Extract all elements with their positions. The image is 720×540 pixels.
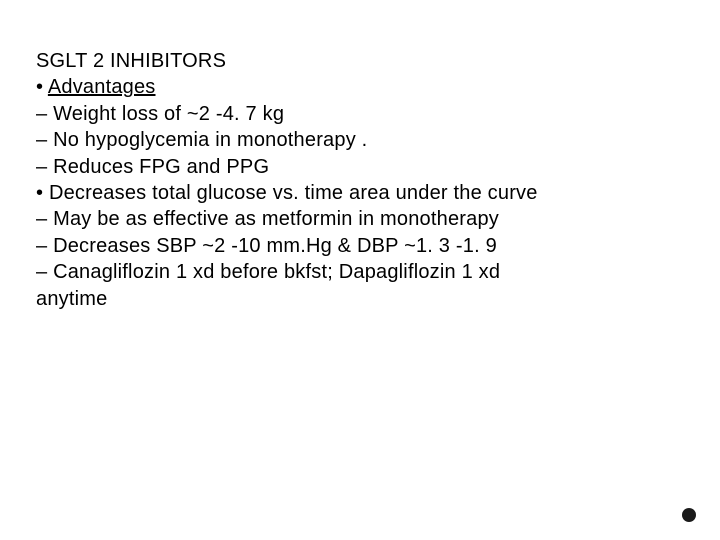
text-line: – Weight loss of ~2 -4. 7 kg [36,101,684,127]
text-line: • Decreases total glucose vs. time area … [36,180,684,206]
text-line-title: SGLT 2 INHIBITORS [36,48,684,74]
text-advantages-underlined: Advantages [48,76,156,98]
text-line: – May be as effective as metformin in mo… [36,206,684,232]
text-line: – Reduces FPG and PPG [36,154,684,180]
page-marker-icon [682,508,696,522]
slide-body: SGLT 2 INHIBITORS • Advantages – Weight … [0,0,720,540]
bullet-prefix: • [36,76,48,98]
text-line: – Decreases SBP ~2 -10 mm.Hg & DBP ~1. 3… [36,233,684,259]
text-line-advantages: • Advantages [36,74,684,100]
text-line: anytime [36,286,684,312]
text-line: – No hypoglycemia in monotherapy . [36,127,684,153]
text-line: – Canagliflozin 1 xd before bkfst; Dapag… [36,259,684,285]
